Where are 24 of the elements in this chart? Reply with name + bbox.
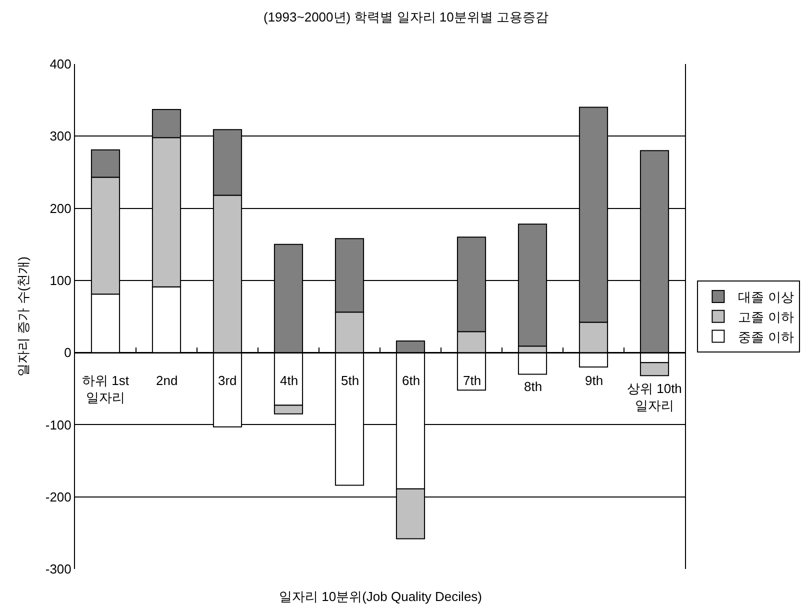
- x-tick-label: 상위 10th 일자리: [627, 381, 682, 413]
- x-tick-label: 하위 1st 일자리: [82, 373, 130, 405]
- x-tick-label: 3rd: [218, 373, 237, 388]
- y-tick-label: -200: [45, 489, 72, 504]
- y-tick-label: 400: [50, 56, 72, 72]
- legend-label: 중졸 이하: [738, 329, 794, 344]
- y-tick-label: 300: [50, 128, 72, 144]
- y-tick-label: 0: [64, 345, 72, 360]
- x-tick-label: 8th: [524, 379, 542, 394]
- chart-title: (1993~2000년) 학력별 일자리 10분위별 고용증감: [264, 10, 548, 25]
- y-tick-label: 100: [50, 272, 72, 288]
- x-axis-title: 일자리 10분위(Job Quality Deciles): [279, 589, 482, 604]
- x-tick-label: 7th: [463, 373, 482, 388]
- y-tick-label: 200: [50, 200, 72, 216]
- legend-label: 대졸 이상: [738, 290, 794, 305]
- x-tick-label: 2nd: [156, 373, 178, 388]
- x-tick-label: 9th: [585, 373, 604, 388]
- x-tick-label: 5th: [341, 373, 360, 388]
- y-axis-title: 일자리 증가 수(천개): [15, 256, 30, 376]
- x-tick-label: 6th: [402, 373, 420, 388]
- y-tick-label: -300: [45, 562, 72, 577]
- y-tick-label: -100: [45, 417, 72, 432]
- x-tick-label: 4th: [280, 373, 298, 388]
- legend-label: 고졸 이하: [738, 309, 794, 324]
